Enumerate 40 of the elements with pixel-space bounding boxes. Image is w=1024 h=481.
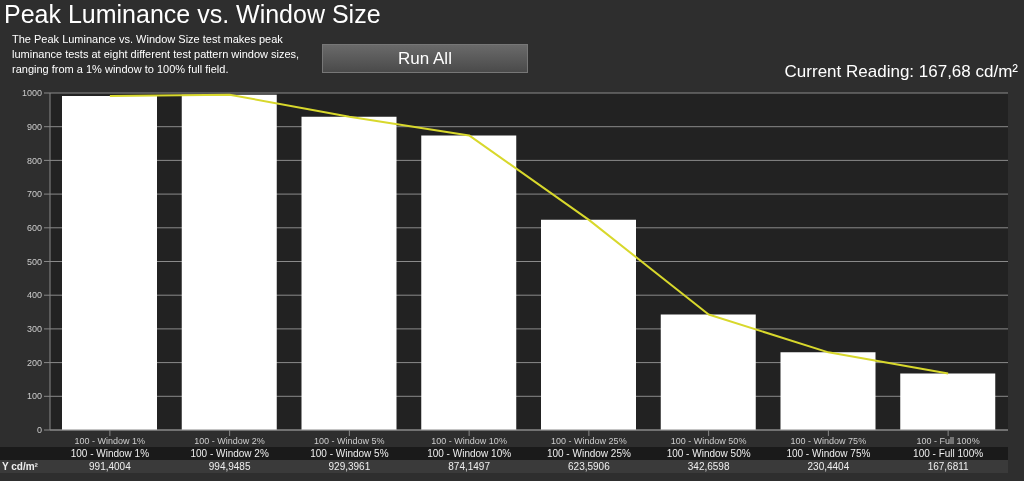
x-tick-label: 100 - Window 1% [74,436,146,447]
category-label: 100 - Window 2% [190,448,269,459]
x-tick-label: 100 - Window 5% [314,436,385,447]
chart-subtitle: The Peak Luminance vs. Window Size test makes peak luminance tests at eight different test pattern window sizes, ranging from a 1% window to 100% full field. [12,32,301,77]
category-label: 100 - Window 25% [546,448,631,459]
x-tick-label: 100 - Full 100% [916,436,980,447]
x-tick-label: 100 - Window 25% [551,436,627,447]
y-tick-label: 500 [26,256,42,267]
y-tick-label: 800 [26,155,42,166]
category-label: 100 - Window 1% [70,448,150,459]
category-label: 100 - Full 100% [913,448,984,459]
x-tick-label: 100 - Window 75% [790,436,867,447]
data-label: 994,9485 [207,460,252,473]
y-tick-label: 300 [26,324,42,335]
category-label: 100 - Window 75% [786,448,871,459]
y-tick-label: 1000 [21,88,42,99]
text: Current Reading: 167,68 cd/m² [784,62,1018,82]
y-tick-label: 100 [26,391,42,402]
data-label: 342,6598 [686,460,731,473]
y-tick-label: 700 [26,189,42,200]
y-tick-label: 600 [26,223,42,233]
x-tick-label: 100 - Window 2% [194,436,265,447]
text: Run All [322,44,528,73]
category-label: 100 - Window 50% [666,448,751,459]
x-tick-label: 100 - Window 10% [431,436,507,447]
x-tick-label: 100 - Window 50% [670,436,747,447]
y-tick-label: 200 [26,357,42,368]
text: Y cd/m² [2,461,38,472]
data-label: 991,4004 [88,460,132,473]
chart-title: Peak Luminance vs. Window Size [4,0,381,29]
data-label: 623,5906 [567,460,611,473]
category-label: 100 - Window 5% [310,448,389,459]
y-tick-label: 400 [26,290,42,301]
data-label: 230,4404 [806,460,851,473]
category-label: 100 - Window 10% [427,448,512,459]
data-label: 167,6811 [926,460,970,473]
data-label: 929,3961 [327,460,372,473]
y-tick-label: 0 [36,425,42,436]
data-label: 874,1497 [447,460,491,473]
y-tick-label: 900 [26,121,42,132]
